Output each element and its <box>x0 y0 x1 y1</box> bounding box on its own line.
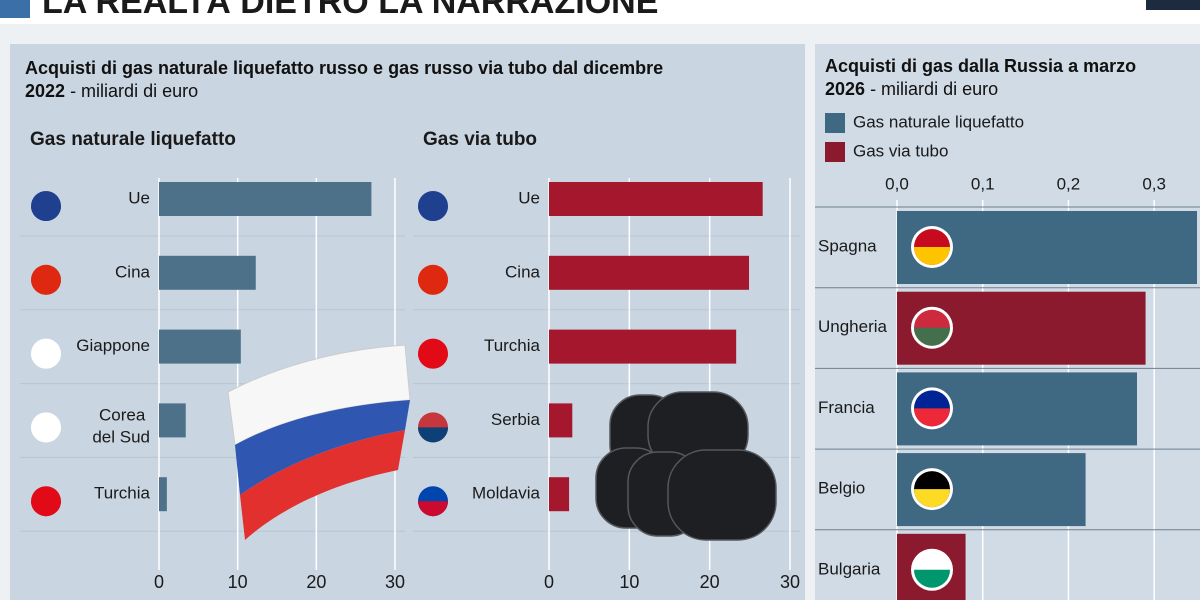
bar <box>549 329 737 364</box>
x-tick-label: 30 <box>385 572 405 592</box>
category-label: Bulgaria <box>818 559 881 578</box>
category-label: Moldavia <box>472 484 541 503</box>
legend-swatch <box>825 142 845 162</box>
x-tick-label: 20 <box>306 572 326 592</box>
category-label: Turchia <box>94 484 151 503</box>
chart-title: Gas via tubo <box>423 129 537 150</box>
category-label: Turchia <box>484 336 541 355</box>
panel-unit: - miliardi di euro <box>70 81 199 101</box>
category-label: Ue <box>128 188 150 207</box>
flag <box>914 489 950 508</box>
x-tick-label: 0,3 <box>1142 174 1166 193</box>
bar <box>549 255 750 290</box>
x-tick-label: 30 <box>780 572 800 592</box>
x-tick-label: 0,2 <box>1057 174 1081 193</box>
category-label: Belgio <box>818 479 865 498</box>
flag-red <box>240 430 405 540</box>
bar <box>549 477 570 512</box>
flag <box>914 408 950 427</box>
bar <box>159 477 167 512</box>
x-tick-label: 10 <box>228 572 248 592</box>
barrels-illustration <box>595 391 777 541</box>
right-panel-title: Acquisti di gas dalla Russia a marzo 202… <box>825 55 1145 101</box>
label-line: Corea <box>99 406 150 425</box>
panel-title: Acquisti di gas naturale liquefatto russ… <box>25 58 664 101</box>
logo <box>1146 0 1200 10</box>
label-line: del Sud <box>92 428 150 447</box>
header-title: LA REALTÀ DIETRO LA NARRAZIONE <box>42 0 658 21</box>
flag <box>418 353 448 369</box>
x-tick-label: 0,1 <box>971 174 995 193</box>
chart-title: Gas naturale liquefatto <box>30 129 236 150</box>
flag <box>31 427 61 443</box>
legend-label: Gas naturale liquefatto <box>853 112 1024 131</box>
flag <box>418 427 448 443</box>
flag-blue <box>235 400 410 495</box>
category-label: Spagna <box>818 236 877 255</box>
flag <box>914 247 950 265</box>
legend-label: Gas via tubo <box>853 141 948 160</box>
flag <box>31 206 61 221</box>
bar <box>549 182 763 216</box>
category-label: Cina <box>115 262 151 281</box>
category-label: Francia <box>818 398 875 417</box>
header-band <box>0 0 1200 24</box>
bar <box>159 403 186 438</box>
flag <box>418 501 448 517</box>
flag <box>914 569 950 588</box>
x-tick-label: 20 <box>700 572 720 592</box>
barrel <box>667 449 777 541</box>
bar <box>549 403 573 438</box>
bar <box>159 255 256 290</box>
x-tick-label: 0,0 <box>885 174 909 193</box>
chart-unit: - miliardi di euro <box>870 79 999 99</box>
left-panel-title: Acquisti di gas naturale liquefatto russ… <box>25 57 665 103</box>
category-label: Ue <box>518 188 540 207</box>
russian-flag-illustration <box>227 344 411 540</box>
flag <box>31 353 61 369</box>
category-label: Serbia <box>491 410 541 429</box>
category-label: Corea del Sud <box>92 406 150 447</box>
flag <box>914 327 950 346</box>
legend-swatch <box>825 113 845 133</box>
bar <box>159 182 372 216</box>
flag <box>418 279 448 295</box>
flag <box>31 279 61 295</box>
flag <box>31 501 61 517</box>
x-tick-label: 0 <box>154 572 164 592</box>
bar <box>159 329 241 364</box>
category-label: Giappone <box>76 336 150 355</box>
category-label: Cina <box>505 262 541 281</box>
header-square <box>0 0 30 18</box>
chart-title: Acquisti di gas dalla Russia a marzo 202… <box>825 56 1137 99</box>
x-tick-label: 10 <box>619 572 639 592</box>
x-tick-label: 0 <box>544 572 554 592</box>
flag <box>418 206 448 221</box>
category-label: Ungheria <box>818 317 888 336</box>
